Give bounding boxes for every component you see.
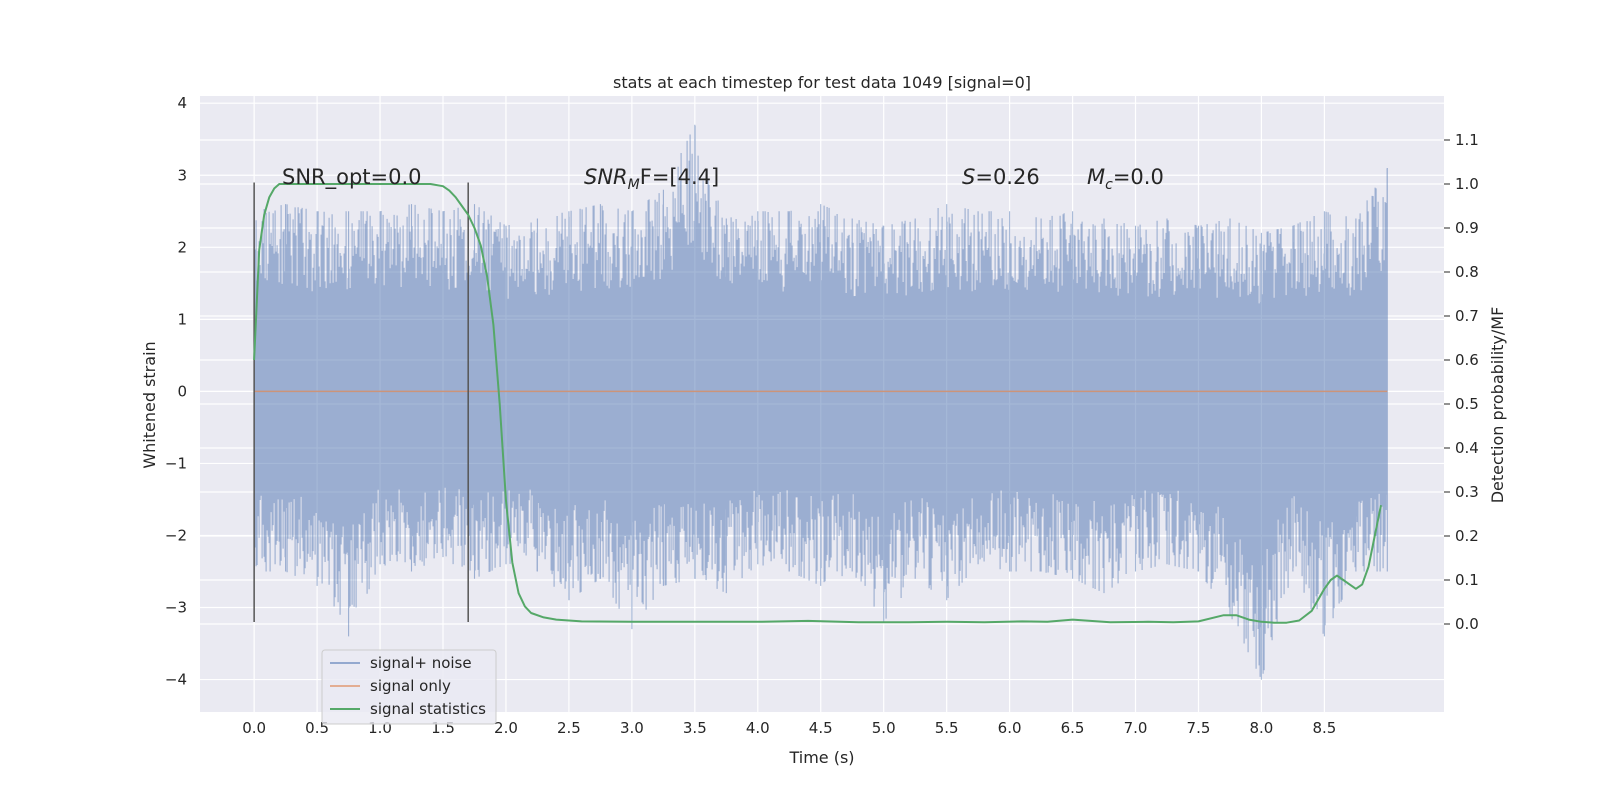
y-tick-label-4: 0 [177, 382, 187, 400]
y-tick-label-3: −1 [165, 454, 187, 472]
annotation-mc-rest: =0.0 [1113, 165, 1164, 189]
vertical-markers [253, 182, 469, 622]
annotation-s: S=0.26 [962, 165, 1040, 189]
y-right-tick-label-4: 0.4 [1455, 439, 1479, 457]
y-tick-label-7: 3 [177, 166, 187, 184]
annotation-mc-main: M [1087, 165, 1105, 189]
x-axis-ticks: 0.0 0.5 1.0 1.5 2.0 2.5 3.0 3.5 4.0 4.5 5.0 5.5 6.0 6… [242, 719, 1336, 737]
x-tick-label-0: 0.0 [242, 719, 266, 737]
x-tick-label-11: 5.5 [935, 719, 959, 737]
y-axis-right-ticks: 0.0 0.1 0.2 0.3 0.4 0.5 0.6 0.7 0.8 0.9 1.0 1.1 [1444, 131, 1479, 633]
annotation-s-main: S [962, 165, 975, 189]
y-right-tick-label-3: 0.3 [1455, 483, 1479, 501]
x-tick-label-13: 6.5 [1061, 719, 1085, 737]
y-tick-label-5: 1 [177, 310, 187, 328]
annotation-mc: Mc=0.0 [1087, 165, 1164, 193]
legend-box [321, 649, 497, 725]
y-axis-label: Whitened strain [140, 341, 159, 468]
x-tick-label-10: 5.0 [872, 719, 896, 737]
annotation-snr-opt: SNR_opt=0.0 [282, 165, 422, 190]
y-tick-label-8: 4 [177, 94, 187, 112]
legend: signal+ noise signal only signal statist… [321, 649, 497, 725]
annotation-snr-mf-rest: F=[4.4] [640, 165, 719, 189]
x-axis-label: Time (s) [788, 748, 854, 767]
x-tick-label-15: 7.5 [1187, 719, 1211, 737]
y-right-tick-label-1: 0.1 [1455, 571, 1479, 589]
legend-label-signal: signal only [370, 677, 451, 695]
annotation-mc-sub: c [1105, 177, 1113, 193]
signal-statistics-line [253, 183, 1382, 624]
x-tick-label-12: 6.0 [998, 719, 1022, 737]
y-axis-ticks: −4 −3 −2 −1 0 1 2 3 4 [165, 94, 187, 688]
x-tick-label-5: 2.5 [557, 719, 581, 737]
y-right-tick-label-6: 0.6 [1455, 351, 1479, 369]
x-tick-label-17: 8.5 [1312, 719, 1336, 737]
x-tick-label-14: 7.0 [1124, 719, 1148, 737]
y-tick-label-0: −4 [165, 671, 187, 689]
signal-statistics-series [253, 183, 1382, 624]
y-tick-label-6: 2 [177, 238, 187, 256]
annotation-s-rest: =0.26 [975, 165, 1039, 189]
y-tick-label-2: −2 [165, 526, 187, 544]
legend-label-noise: signal+ noise [370, 654, 472, 672]
y-right-tick-label-8: 0.8 [1455, 263, 1479, 281]
legend-label-stats: signal statistics [370, 700, 486, 718]
x-tick-label-8: 4.0 [746, 719, 770, 737]
y-right-tick-label-10: 1.0 [1455, 175, 1479, 193]
y-right-tick-label-0: 0.0 [1455, 615, 1479, 633]
annotation-snr-mf-sub: M [628, 177, 640, 193]
x-tick-label-6: 3.0 [620, 719, 644, 737]
y-right-tick-label-2: 0.2 [1455, 527, 1479, 545]
chart-title: stats at each timestep for test data 104… [613, 73, 1031, 92]
annotation-snr-mf-main: SNR [584, 165, 628, 189]
annotation-snr-mf: SNRMF=[4.4] [584, 165, 719, 193]
x-tick-label-16: 8.0 [1249, 719, 1273, 737]
y-axis-right-label: Detection probability/MF [1488, 307, 1507, 504]
x-tick-label-9: 4.5 [809, 719, 833, 737]
y-right-tick-label-5: 0.5 [1455, 395, 1479, 413]
y-right-tick-label-9: 0.9 [1455, 219, 1479, 237]
y-right-tick-label-11: 1.1 [1455, 131, 1479, 149]
x-tick-label-4: 2.0 [494, 719, 518, 737]
y-right-tick-label-7: 0.7 [1455, 307, 1479, 325]
y-tick-label-1: −3 [165, 599, 187, 617]
x-tick-label-7: 3.5 [683, 719, 707, 737]
